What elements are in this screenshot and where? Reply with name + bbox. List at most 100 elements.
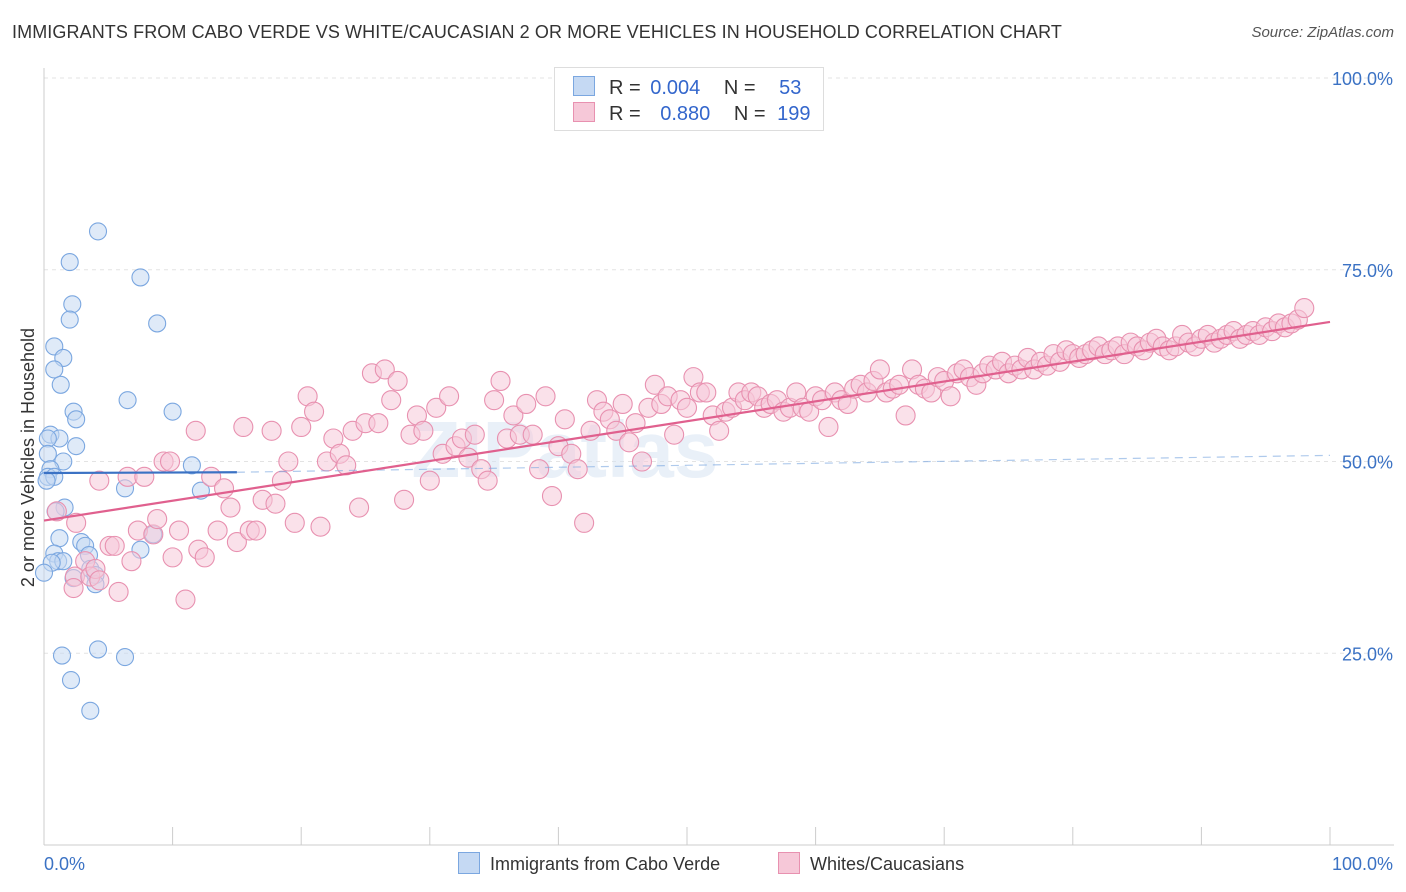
white-point	[233, 416, 254, 438]
white-point	[89, 470, 110, 491]
white-point	[271, 470, 292, 491]
pink-swatch-icon	[778, 852, 800, 874]
white-point	[284, 512, 305, 533]
white-point	[940, 386, 961, 407]
white-point	[246, 520, 267, 541]
blue-swatch-icon	[458, 852, 480, 874]
r-label: R =	[609, 77, 641, 99]
white-point	[895, 405, 916, 426]
y-tick-label: 25.0%	[1342, 644, 1393, 664]
white-point	[159, 451, 181, 472]
r-value: 0.004	[650, 77, 701, 99]
white-point	[419, 470, 440, 491]
white-point	[1294, 298, 1315, 319]
white-point	[46, 501, 67, 522]
legend-label: Immigrants from Cabo Verde	[490, 854, 721, 874]
cabo-verde-point	[45, 360, 64, 379]
y-tick-label: 100.0%	[1332, 69, 1393, 89]
white-point	[574, 512, 595, 533]
white-point	[291, 416, 312, 438]
cabo-verde-point	[118, 391, 137, 410]
pink-swatch-icon	[573, 102, 595, 122]
white-point	[522, 424, 543, 445]
white-point	[612, 393, 633, 415]
white-point	[664, 424, 685, 445]
cabo-verde-point	[131, 268, 150, 287]
white-point	[147, 508, 168, 530]
cabo-verde-point	[163, 402, 182, 421]
white-point	[631, 451, 653, 472]
white-trend-line	[43, 320, 1331, 522]
white-point	[63, 578, 84, 599]
cabo-verde-point	[115, 648, 135, 667]
white-point	[108, 581, 129, 602]
white-point	[304, 401, 325, 422]
legend-item-whites: Whites/Caucasians	[778, 852, 964, 875]
cabo-verde-trend-line	[43, 471, 237, 475]
cabo-verde-point	[60, 253, 79, 272]
white-point	[278, 451, 299, 472]
white-point	[368, 413, 389, 434]
white-point	[529, 459, 550, 480]
cabo-verde-trend-extension	[236, 454, 1331, 473]
white-point	[484, 390, 505, 411]
blue-swatch-icon	[573, 76, 595, 96]
white-point	[818, 416, 839, 438]
x-tick-label: 0.0%	[44, 854, 85, 874]
white-point	[168, 520, 190, 541]
legend-row-pink: R = 0.880 N = 199	[573, 102, 811, 126]
cabo-verde-point	[37, 471, 56, 490]
white-point	[175, 589, 196, 610]
white-point	[226, 531, 247, 553]
white-point	[464, 424, 485, 445]
white-point	[349, 497, 370, 518]
n-label: N =	[723, 77, 756, 99]
r-value: 0.880	[660, 103, 711, 125]
y-axis-label: 2 or more Vehicles in Household	[18, 328, 38, 587]
white-point	[261, 420, 282, 441]
cabo-verde-point	[52, 646, 72, 665]
white-point	[104, 535, 125, 556]
white-point	[220, 497, 241, 518]
cabo-verde-point	[88, 222, 108, 241]
y-tick-label: 75.0%	[1342, 261, 1393, 281]
white-point	[381, 390, 402, 411]
white-point	[644, 374, 665, 395]
white-point	[503, 405, 524, 426]
chart-title: IMMIGRANTS FROM CABO VERDE VS WHITE/CAUC…	[12, 22, 1062, 42]
legend-item-cabo-verde: Immigrants from Cabo Verde	[458, 852, 720, 875]
cabo-verde-point	[63, 295, 82, 314]
white-point	[374, 359, 395, 380]
cabo-verde-point	[38, 429, 57, 448]
white-point	[516, 393, 537, 415]
cabo-verde-point	[148, 314, 167, 333]
x-tick-label: 100.0%	[1332, 854, 1393, 874]
n-value: 53	[779, 77, 802, 99]
cabo-verde-point	[60, 310, 79, 329]
white-point	[477, 470, 498, 491]
white-point	[709, 420, 730, 441]
white-point	[567, 459, 588, 480]
white-point	[535, 386, 556, 407]
white-point	[162, 547, 183, 568]
white-point	[117, 466, 138, 487]
white-point	[869, 359, 890, 380]
n-label: N =	[733, 103, 766, 125]
white-point	[265, 493, 286, 514]
cabo-verde-point	[67, 410, 86, 429]
white-point	[185, 420, 206, 441]
stats-legend: R = 0.004 N = 53 R = 0.880 N = 199	[554, 67, 824, 131]
white-point	[213, 478, 235, 499]
white-point	[426, 397, 447, 418]
white-point	[619, 432, 640, 453]
white-point	[458, 447, 479, 468]
cabo-verde-point	[67, 437, 86, 456]
r-label: R =	[609, 103, 641, 125]
white-point	[413, 420, 434, 441]
white-point	[676, 397, 698, 418]
white-point	[89, 570, 110, 591]
cabo-verde-point	[81, 701, 100, 720]
cabo-verde-point	[38, 444, 57, 463]
source-label: Source: ZipAtlas.com	[1251, 24, 1394, 41]
